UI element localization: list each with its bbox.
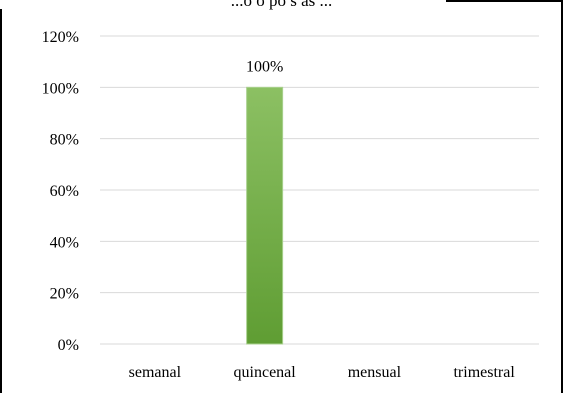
data-labels: 100% — [246, 58, 283, 75]
data-label-quincenal: 100% — [246, 58, 283, 75]
category-label-semanal: semanal — [129, 364, 182, 381]
gridlines — [100, 35, 539, 345]
category-label-quincenal: quincenal — [234, 364, 297, 381]
bars — [246, 86, 284, 345]
y-tick-label: 80% — [50, 132, 79, 149]
y-axis-tick-labels: 0% 20% 40% 60% 80% 100% 120% — [42, 29, 79, 354]
bar-quincenal — [246, 86, 284, 345]
y-tick-label: 40% — [50, 234, 79, 251]
y-tick-label: 120% — [42, 29, 79, 46]
y-tick-label: 60% — [50, 183, 79, 200]
x-axis-category-labels: semanal quincenal mensual trimestral — [129, 364, 516, 381]
category-label-mensual: mensual — [348, 364, 402, 381]
y-tick-label: 20% — [50, 286, 79, 303]
category-label-trimestral: trimestral — [453, 364, 515, 381]
chart-title: ...o o po s as ... — [230, 0, 333, 10]
y-tick-label: 100% — [42, 80, 79, 97]
y-tick-label: 0% — [58, 337, 79, 354]
